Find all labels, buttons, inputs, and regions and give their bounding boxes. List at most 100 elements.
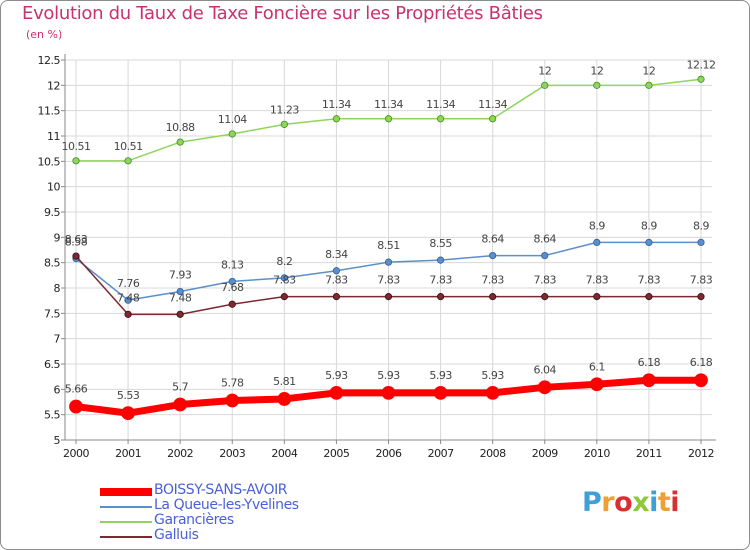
y-tick-label: 6 — [54, 383, 61, 396]
data-point — [332, 293, 341, 301]
data-point — [593, 81, 601, 89]
data-label: 5.93 — [377, 369, 400, 382]
data-point — [384, 115, 393, 123]
data-point — [381, 385, 396, 400]
data-label: 7.48 — [169, 291, 192, 304]
data-point — [176, 310, 184, 318]
data-point — [645, 238, 653, 246]
x-tick-label: 2002 — [167, 447, 193, 460]
data-label: 6.18 — [638, 356, 661, 369]
data-label: 10.88 — [166, 121, 195, 134]
data-label: 12 — [538, 64, 551, 77]
data-label: 8.2 — [276, 255, 292, 268]
x-tick-label: 2008 — [480, 447, 506, 460]
data-point — [384, 258, 393, 266]
data-point — [433, 385, 448, 400]
y-tick-label: 12 — [47, 79, 60, 92]
data-label: 8.13 — [221, 258, 244, 271]
x-tick-label: 2007 — [428, 447, 454, 460]
data-point — [642, 373, 656, 388]
data-label: 7.93 — [169, 269, 192, 282]
data-label: 6.18 — [690, 356, 713, 369]
data-label: 8.9 — [589, 219, 605, 232]
x-tick-label: 2001 — [115, 447, 141, 460]
data-point — [173, 397, 188, 412]
data-label: 6.1 — [589, 360, 605, 373]
data-point — [72, 252, 80, 260]
data-label: 11.34 — [426, 98, 455, 111]
data-point — [489, 251, 497, 260]
data-point — [121, 406, 135, 421]
y-tick-label: 6.5 — [44, 358, 60, 371]
x-tick-label: 2004 — [271, 447, 297, 460]
legend-item: Galluis — [100, 527, 360, 545]
data-label: 6.04 — [534, 363, 557, 376]
x-tick-label: 2000 — [63, 447, 89, 460]
data-label: 7.83 — [481, 274, 504, 287]
data-point — [593, 238, 601, 246]
data-point — [124, 296, 132, 304]
data-label: 7.83 — [586, 274, 609, 287]
data-label: 7.48 — [117, 291, 140, 304]
data-label: 7.76 — [117, 277, 140, 290]
data-point — [589, 377, 604, 392]
x-tick-label: 2012 — [688, 447, 714, 460]
data-point — [69, 399, 83, 414]
legend-label: Galluis — [154, 527, 199, 543]
legend-swatch — [100, 506, 152, 508]
data-label: 8.9 — [641, 219, 657, 232]
data-point — [176, 138, 184, 146]
x-tick-label: 2003 — [219, 447, 245, 460]
data-point — [697, 293, 705, 301]
data-point — [280, 274, 288, 282]
y-tick-label: 9 — [54, 231, 61, 244]
data-label: 8.63 — [65, 233, 88, 246]
data-point — [537, 380, 552, 395]
y-tick-label: 7 — [54, 333, 61, 346]
legend-swatch — [100, 536, 152, 538]
data-point — [697, 238, 705, 246]
y-tick-label: 5.5 — [44, 409, 60, 422]
data-point — [176, 287, 184, 296]
y-tick-label: 7.5 — [44, 307, 60, 320]
data-label: 8.64 — [534, 233, 557, 246]
y-tick-label: 11 — [47, 130, 60, 143]
x-tick-label: 2009 — [532, 447, 558, 460]
legend-item: La Queue-les-Yvelines — [100, 497, 360, 515]
legend-item: Garancières — [100, 512, 360, 530]
data-point — [485, 385, 500, 400]
data-label: 8.51 — [377, 239, 400, 252]
data-label: 5.78 — [221, 376, 244, 389]
data-label: 8.34 — [325, 248, 348, 261]
data-label: 12 — [642, 64, 655, 77]
data-point — [541, 251, 549, 260]
data-point — [280, 293, 288, 301]
x-tick-label: 2011 — [636, 447, 662, 460]
data-point — [436, 256, 445, 264]
data-point — [541, 81, 549, 89]
data-label: 8.55 — [429, 237, 452, 250]
y-tick-label: 12.5 — [38, 54, 61, 67]
data-label: 8.58 — [65, 236, 88, 249]
data-point — [280, 120, 288, 128]
data-point — [489, 115, 497, 123]
y-tick-label: 8.5 — [44, 257, 60, 270]
data-point — [277, 392, 292, 406]
data-label: 11.34 — [374, 98, 403, 111]
data-label: 8.64 — [481, 233, 504, 246]
data-point — [384, 293, 393, 301]
data-point — [72, 157, 80, 165]
data-label: 11.34 — [322, 98, 351, 111]
data-point — [694, 373, 708, 388]
data-label: 7.83 — [690, 274, 713, 287]
data-label: 11.04 — [218, 113, 247, 126]
data-label: 12.12 — [687, 58, 716, 71]
legend-swatch — [100, 521, 152, 523]
data-point — [436, 115, 445, 123]
data-label: 5.93 — [481, 369, 504, 382]
data-point — [228, 300, 236, 308]
data-label: 7.83 — [638, 274, 661, 287]
data-point — [228, 130, 236, 138]
